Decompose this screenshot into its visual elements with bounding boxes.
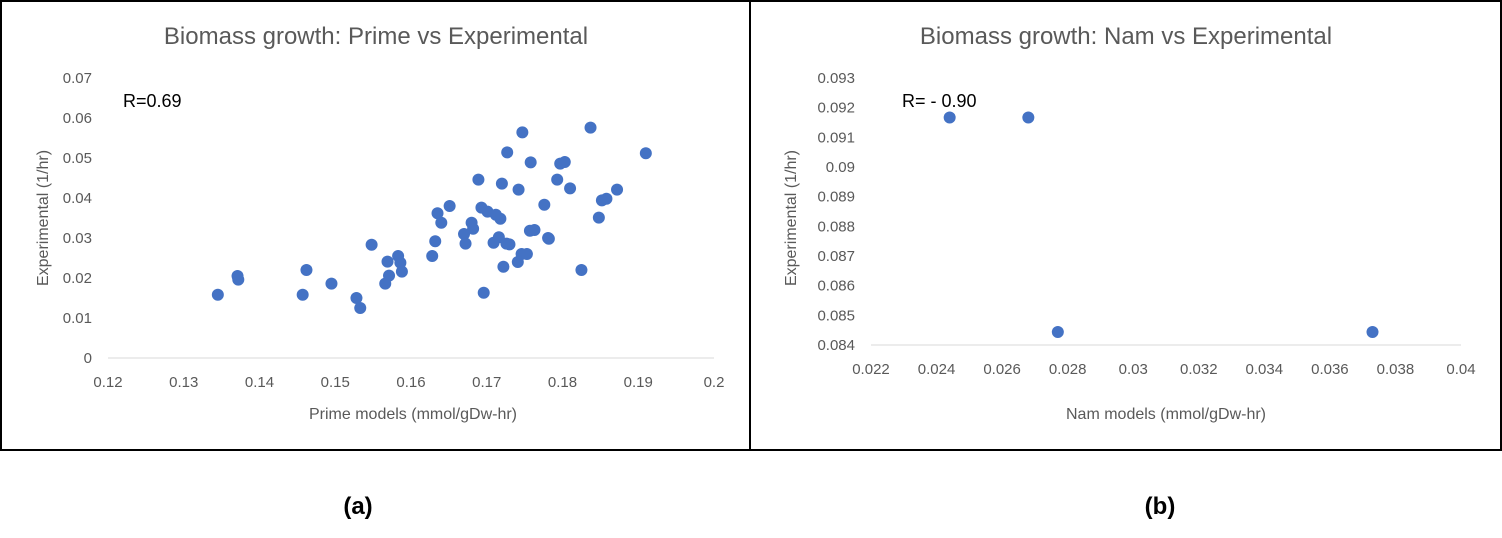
chart-a-data-point	[538, 198, 551, 211]
chart-a-y-tick-label: 0.03	[63, 230, 92, 247]
chart-b-x-tick-label: 0.034	[1246, 361, 1284, 378]
chart-a-data-point	[551, 173, 564, 186]
chart-b-x-tick-label: 0.032	[1180, 361, 1218, 378]
chart-b-panel-label: (b)	[1145, 493, 1176, 520]
chart-b-x-tick-label: 0.036	[1311, 361, 1349, 378]
chart-b-y-tick-label: 0.087	[817, 248, 855, 265]
chart-b-x-tick-label: 0.038	[1377, 361, 1415, 378]
chart-b-x-tick-label: 0.024	[918, 361, 956, 378]
chart-a-y-tick-label: 0.05	[63, 150, 92, 167]
chart-a-data-point	[365, 238, 378, 251]
chart-a-panel-label: (a)	[343, 493, 372, 520]
chart-a-data-point	[467, 222, 480, 235]
chart-a-x-tick-label: 0.14	[245, 374, 274, 391]
chart-a-y-tick-label: 0.04	[63, 190, 92, 207]
chart-a-y-tick-label: 0.01	[63, 310, 92, 327]
chart-a-data-point	[211, 288, 224, 301]
chart-a-y-tick-label: 0.06	[63, 110, 92, 127]
chart-a-data-point	[592, 211, 605, 224]
chart-a-data-point	[494, 212, 507, 225]
chart-a-data-point	[458, 228, 471, 240]
chart-b-data-point	[1366, 325, 1379, 338]
chart-a-data-point	[558, 156, 571, 168]
chart-b-y-tick-label: 0.091	[817, 129, 855, 146]
chart-a-data-point	[495, 177, 508, 190]
chart-a-data-point	[528, 224, 541, 236]
chart-a-data-point	[383, 269, 396, 282]
chart-a-data-point	[381, 255, 394, 268]
chart-a-x-tick-label: 0.15	[321, 374, 350, 391]
chart-b-x-tick-label: 0.026	[983, 361, 1021, 378]
chart-a-data-point	[564, 182, 577, 195]
chart-b-x-tick-label: 0.03	[1119, 361, 1148, 378]
chart-b-x-tick-label: 0.028	[1049, 361, 1087, 378]
chart-b-frame	[749, 0, 1502, 451]
chart-a-data-point	[296, 288, 309, 301]
chart-b-xlabel: Nam models (mmol/gDw-hr)	[1066, 406, 1266, 423]
chart-a-data-point	[300, 264, 313, 276]
chart-b-ylabel: Experimental (1/hr)	[783, 150, 800, 286]
chart-a-data-point	[395, 265, 408, 278]
chart-b-x-tick-label: 0.04	[1446, 361, 1475, 378]
chart-b-y-tick-label: 0.09	[826, 159, 855, 176]
chart-b-y-tick-label: 0.089	[817, 189, 855, 206]
chart-b-annotation: R= - 0.90	[902, 91, 977, 111]
chart-a-xlabel: Prime models (mmol/gDw-hr)	[309, 406, 517, 423]
chart-a-y-tick-label: 0.02	[63, 270, 92, 287]
chart-a-data-point	[520, 248, 533, 260]
chart-a-data-point	[426, 250, 439, 262]
chart-a-plot: 0.12 0.13 0.14 0.15 0.16 0.17 0.18 0.19 0.2 0 0.01…	[63, 70, 725, 391]
chart-b-y-tick-label: 0.092	[817, 100, 855, 117]
chart-a-data-point	[516, 126, 529, 139]
chart-a-data-point	[497, 260, 510, 273]
chart-a-data-point	[443, 200, 456, 212]
chart-a-x-tick-label: 0.17	[472, 374, 501, 391]
chart-a-y-tick-label: 0.07	[63, 70, 92, 87]
chart-b-x-tick-label: 0.022	[852, 361, 890, 378]
chart-a-data-point	[429, 235, 442, 248]
chart-a-data-point	[477, 286, 490, 299]
chart-a-ylabel: Experimental (1/hr)	[35, 150, 52, 286]
chart-a-data-point	[232, 273, 245, 286]
chart-b-title: Biomass growth: Nam vs Experimental	[920, 23, 1332, 50]
chart-a-data-point	[435, 216, 448, 229]
chart-a-data-point	[512, 183, 525, 196]
chart-b-data-point	[1051, 325, 1064, 338]
chart-a-data-point	[524, 156, 537, 169]
chart-a-data-point	[639, 147, 652, 160]
chart-a-x-tick-label: 0.16	[396, 374, 425, 391]
chart-a-data-point	[584, 121, 597, 134]
chart-a-data-point	[575, 264, 588, 276]
chart-b-y-tick-label: 0.084	[817, 337, 855, 354]
chart-a-data-point	[354, 302, 367, 314]
chart-b-y-tick-label: 0.086	[817, 278, 855, 295]
chart-a-title: Biomass growth: Prime vs Experimental	[164, 23, 588, 50]
chart-a-data-point	[459, 237, 472, 250]
chart-b-y-tick-label: 0.088	[817, 218, 855, 235]
chart-a-x-tick-label: 0.18	[548, 374, 577, 391]
chart-a-y-tick-label: 0	[84, 350, 92, 367]
chart-b-data-point	[1022, 111, 1035, 124]
chart-b-data-point	[943, 111, 956, 124]
chart-b-plot: 0.022 0.024 0.026 0.028 0.03 0.032 0.034 0.036 0…	[817, 70, 1475, 378]
chart-a-x-tick-label: 0.2	[704, 374, 725, 391]
chart-a-data-point	[611, 183, 624, 196]
chart-a-data-point	[325, 277, 338, 290]
chart-a-data-point	[503, 238, 516, 251]
chart-a-data-point	[431, 207, 444, 220]
chart-a-data-point	[542, 232, 555, 245]
chart-a-data-point	[350, 292, 363, 304]
chart-a-annotation: R=0.69	[123, 91, 182, 111]
chart-b-y-tick-label: 0.085	[817, 307, 855, 324]
chart-a-x-tick-label: 0.13	[169, 374, 198, 391]
chart-a-x-tick-label: 0.12	[93, 374, 122, 391]
chart-b-y-tick-label: 0.093	[817, 70, 855, 87]
chart-a-data-point	[472, 173, 485, 186]
chart-a-data-point	[600, 192, 613, 205]
chart-a-data-point	[501, 146, 514, 159]
chart-a-x-tick-label: 0.19	[624, 374, 653, 391]
